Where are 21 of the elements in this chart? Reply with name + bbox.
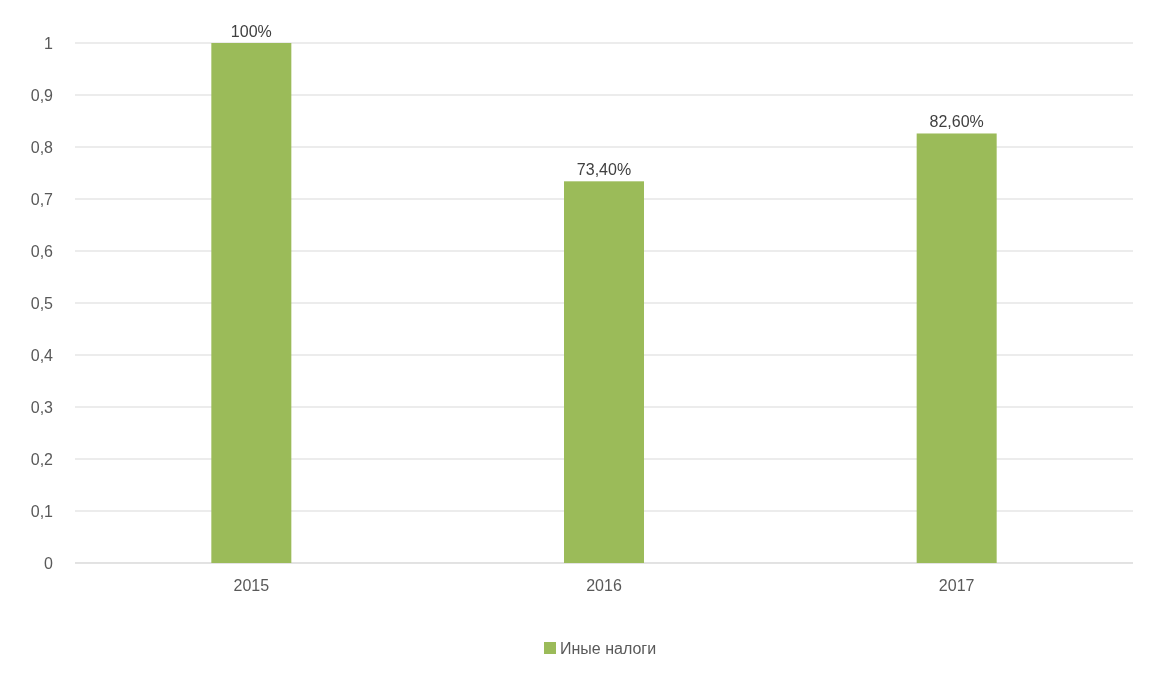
legend-label: Иные налоги <box>560 639 657 657</box>
y-tick-label: 1 <box>44 34 54 52</box>
x-tick-label: 2016 <box>586 577 622 594</box>
bar <box>564 181 644 563</box>
data-label: 73,40% <box>576 161 632 179</box>
y-tick-label: 0,2 <box>30 450 54 468</box>
x-tick-label: 2015 <box>233 577 270 594</box>
y-tick-label: 0,3 <box>30 398 54 416</box>
data-label: 100% <box>230 23 272 40</box>
y-tick-label: 0,7 <box>30 190 54 208</box>
data-label: 82,60% <box>929 113 984 131</box>
y-tick-label: 0,1 <box>30 502 54 520</box>
y-tick-label: 0 <box>44 554 54 572</box>
y-tick-label: 0,5 <box>30 294 54 312</box>
x-tick-label: 2017 <box>938 577 975 594</box>
bar <box>211 43 292 563</box>
y-tick-label: 0,9 <box>30 86 54 104</box>
y-tick-label: 0,6 <box>30 242 54 260</box>
y-tick-label: 0,8 <box>30 138 54 156</box>
bar <box>916 133 997 563</box>
y-tick-label: 0,4 <box>30 346 54 364</box>
